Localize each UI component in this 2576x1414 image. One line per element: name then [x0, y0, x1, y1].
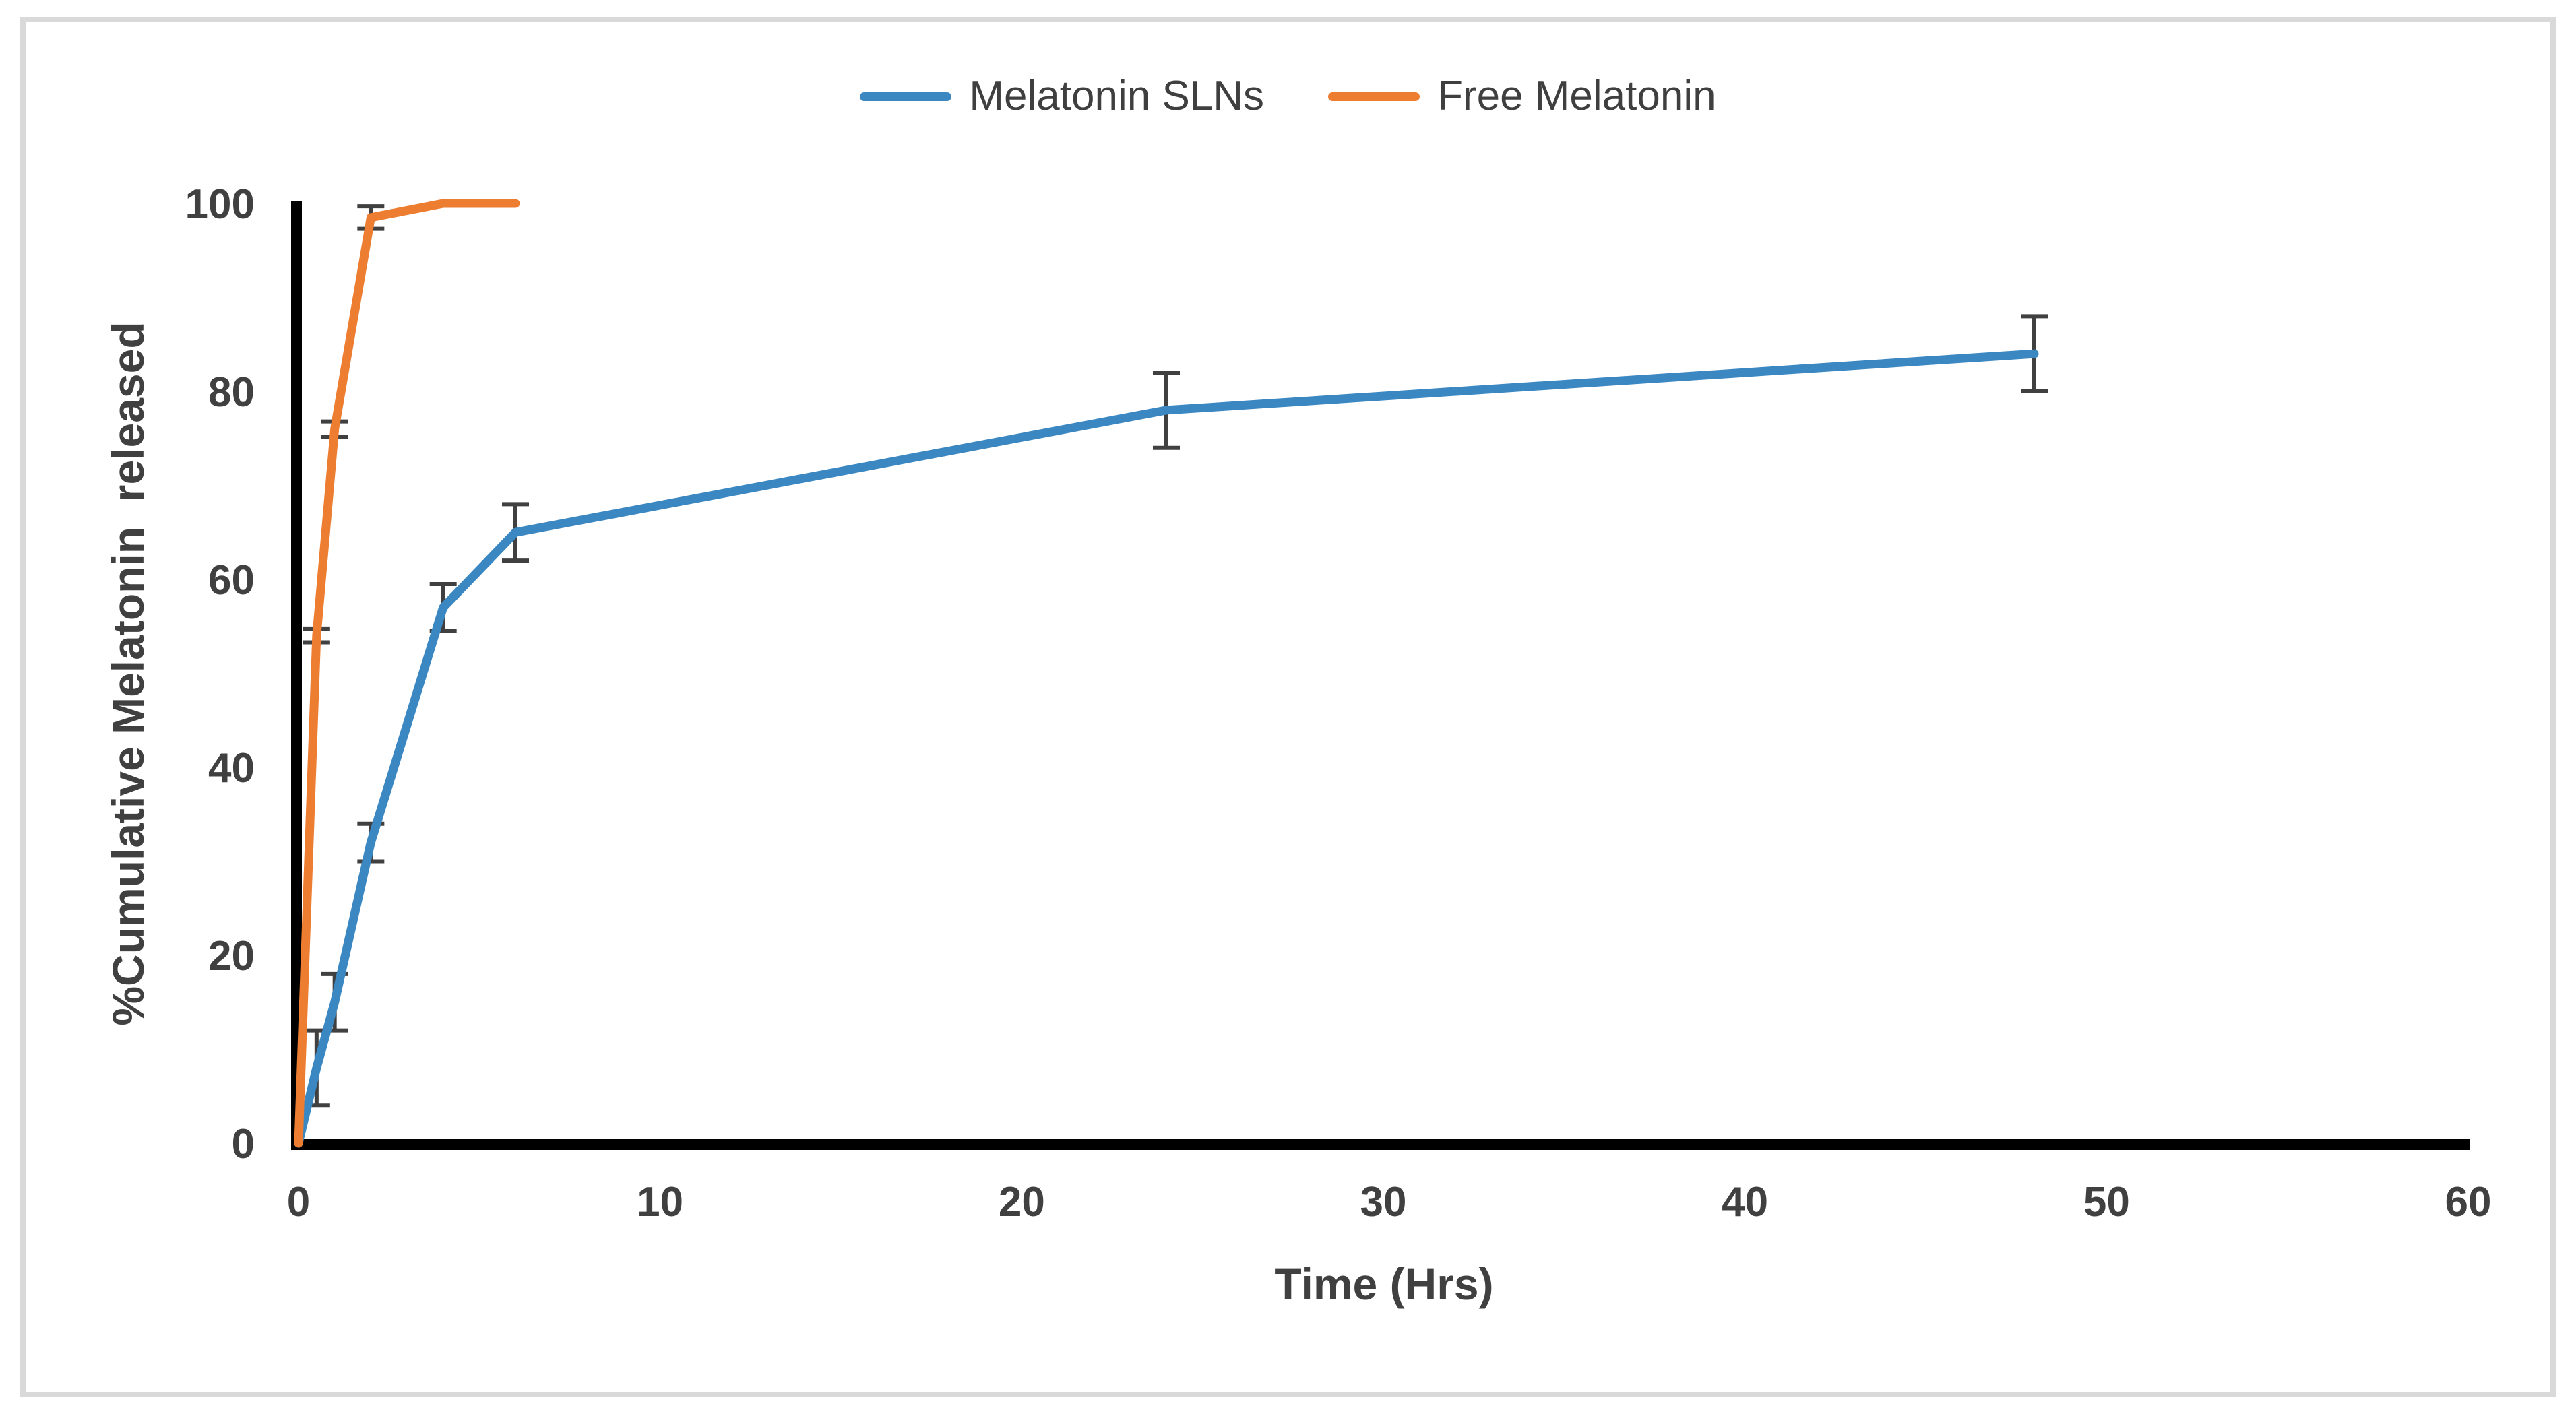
legend-swatch-free-melatonin-icon	[1328, 92, 1420, 101]
y-axis-title: %Cumulative Melatonin released	[103, 321, 153, 1026]
y-tick-label: 60	[208, 557, 255, 604]
series-line-1	[294, 199, 520, 1148]
legend-label-free-melatonin: Free Melatonin	[1437, 73, 1716, 119]
x-tick-label: 20	[999, 1179, 1045, 1225]
legend-item-melatonin-slns: Melatonin SLNs	[860, 75, 1264, 117]
x-axis-title: Time (Hrs)	[1274, 1259, 1494, 1309]
y-tick-label: 0	[232, 1121, 255, 1167]
legend-label-melatonin-slns: Melatonin SLNs	[969, 73, 1265, 119]
x-tick-label: 50	[2083, 1179, 2130, 1225]
legend: Melatonin SLNs Free Melatonin	[0, 75, 2576, 117]
y-tick-label: 100	[185, 181, 255, 228]
x-tick-label: 10	[637, 1179, 683, 1225]
y-tick-label: 20	[208, 933, 255, 979]
y-tick-label: 80	[208, 369, 255, 416]
x-tick-label: 40	[1722, 1179, 1768, 1225]
x-tick-label: 0	[287, 1179, 310, 1225]
y-tick-label: 40	[208, 745, 255, 792]
x-axis-line	[291, 1139, 2470, 1150]
x-tick-label: 30	[1360, 1179, 1407, 1225]
legend-swatch-melatonin-slns-icon	[860, 92, 952, 101]
legend-item-free-melatonin: Free Melatonin	[1328, 75, 1716, 117]
y-axis-line	[291, 201, 302, 1150]
series-line-0	[294, 349, 2039, 1148]
x-tick-label: 60	[2445, 1179, 2492, 1225]
